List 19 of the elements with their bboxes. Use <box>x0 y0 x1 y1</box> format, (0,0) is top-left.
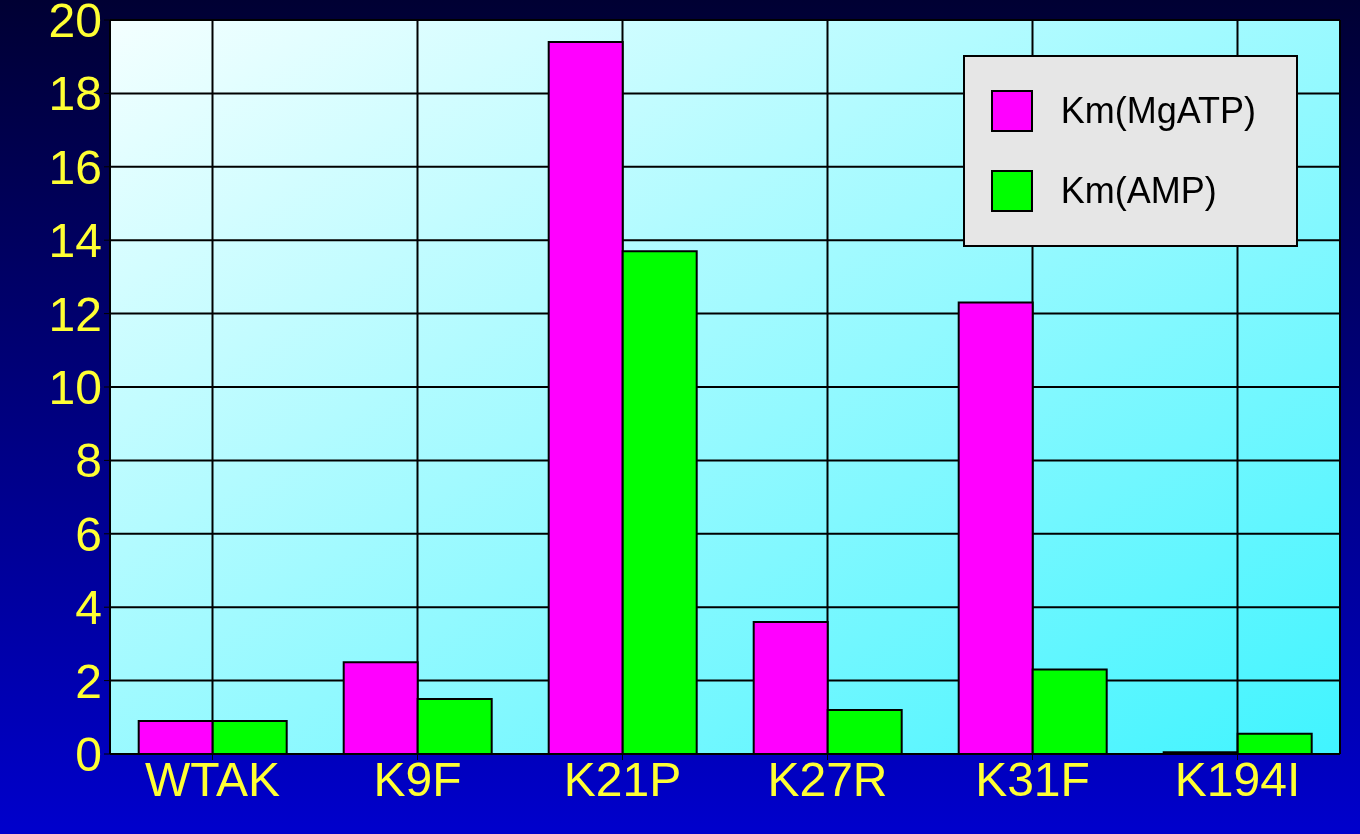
y-tick-label: 14 <box>48 214 102 268</box>
legend-label: Km(MgATP) <box>1060 90 1256 132</box>
x-tick-label: WTAK <box>144 753 281 807</box>
y-tick-label: 2 <box>75 654 102 708</box>
y-tick-label: 6 <box>75 507 102 561</box>
y-tick-label: 20 <box>48 0 102 48</box>
y-tick-label: 4 <box>75 581 102 635</box>
y-tick-label: 18 <box>48 67 102 121</box>
x-tick-label: K21P <box>563 753 682 807</box>
x-tick-label: K31F <box>975 753 1090 807</box>
y-tick-label: 10 <box>48 361 102 415</box>
y-tick-label: 0 <box>75 728 102 782</box>
y-tick-label: 16 <box>48 140 102 194</box>
x-tick-label: K27R <box>767 753 888 807</box>
x-tick-label: K194I <box>1174 753 1301 807</box>
y-tick-label: 12 <box>48 287 102 341</box>
legend-label: Km(AMP) <box>1060 170 1217 212</box>
y-tick-label: 8 <box>75 434 102 488</box>
x-tick-label: K9F <box>373 753 462 807</box>
